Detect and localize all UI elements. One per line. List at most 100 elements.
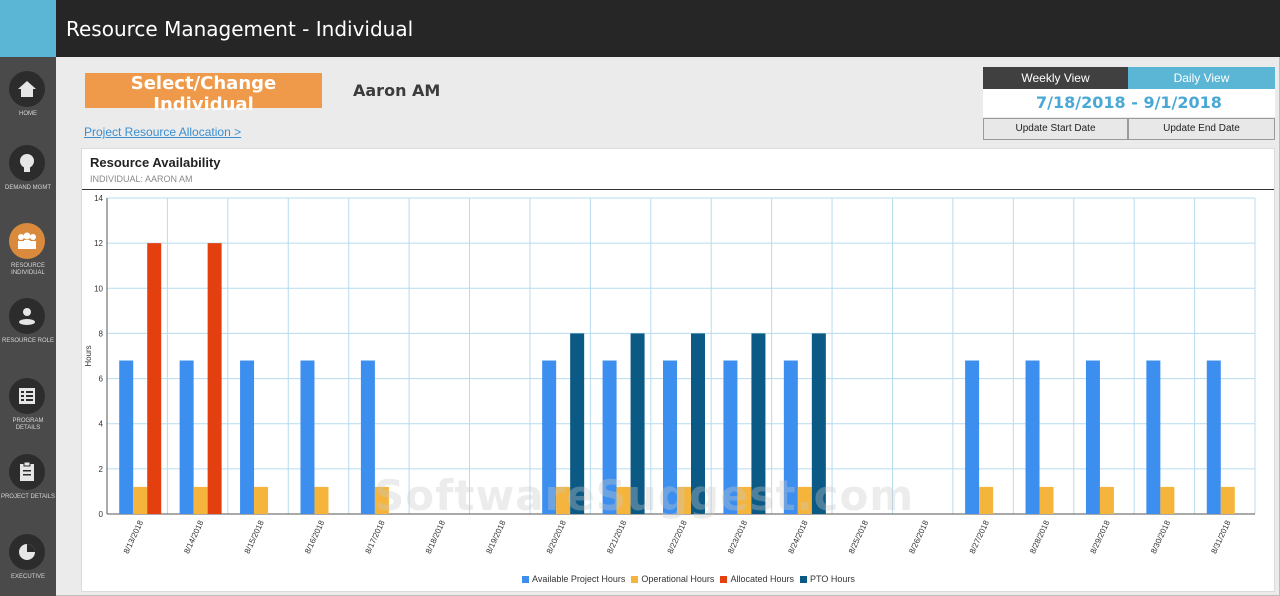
bar-available-project-hours [119,360,134,514]
bar-operational-hours [556,486,571,514]
bar-available-project-hours [240,360,255,514]
x-tick-label: 8/26/2018 [907,519,930,556]
chart-legend: Available Project Hours Operational Hour… [522,574,855,584]
view-selector: Weekly View Daily View 7/18/2018 - 9/1/2… [983,67,1275,140]
sidebar-item-label: HOME [19,111,37,117]
x-tick-label: 8/29/2018 [1089,519,1112,556]
sidebar: HOME DEMAND MGMT RESOURCE INDIVIDUAL RES… [0,57,56,596]
bar-operational-hours [797,486,812,514]
legend-item: Operational Hours [631,574,714,584]
sidebar-item-label: DEMAND MGMT [5,185,51,191]
x-tick-label: 8/13/2018 [122,519,145,556]
sidebar-item-program-details[interactable]: PROGRAM DETAILS [0,378,56,438]
tab-weekly-view[interactable]: Weekly View [983,67,1128,89]
bar-pto-hours [570,333,585,514]
bar-operational-hours [677,486,691,514]
y-tick-label: 0 [99,510,104,519]
bar-operational-hours [374,486,389,514]
bar-available-project-hours [300,360,315,514]
x-tick-label: 8/16/2018 [303,519,326,556]
y-tick-label: 8 [99,329,104,338]
bar-available-project-hours [783,360,798,514]
legend-item: Allocated Hours [720,574,794,584]
project-resource-allocation-link[interactable]: Project Resource Allocation > [84,125,242,139]
people-icon [9,223,45,259]
bar-operational-hours [193,486,208,514]
bar-pto-hours [630,333,645,514]
x-tick-label: 8/25/2018 [847,519,870,556]
lightbulb-icon [9,145,45,181]
x-tick-label: 8/14/2018 [182,519,205,556]
sidebar-item-resource-role[interactable]: RESOURCE ROLE [0,298,56,358]
bar-operational-hours [737,486,752,514]
card-title: Resource Availability [90,155,221,170]
list-icon [9,378,45,414]
home-icon [9,71,45,107]
legend-label: PTO Hours [809,574,855,584]
bar-available-project-hours [663,360,677,514]
sidebar-item-label: RESOURCE INDIVIDUAL [10,263,45,276]
bar-pto-hours [811,333,826,514]
bar-pto-hours [691,333,705,514]
bar-allocated-hours [207,243,222,514]
x-tick-label: 8/30/2018 [1149,519,1172,556]
individual-name: Aaron AM [353,81,441,100]
x-tick-label: 8/17/2018 [364,519,387,556]
bar-operational-hours [979,486,994,514]
x-tick-label: 8/15/2018 [243,519,266,556]
legend-label: Operational Hours [641,574,715,584]
date-range: 7/18/2018 - 9/1/2018 [983,89,1275,117]
y-tick-label: 4 [99,420,104,429]
bar-operational-hours [1099,486,1114,514]
x-tick-label: 8/21/2018 [605,519,628,556]
x-tick-label: 8/31/2018 [1209,519,1232,556]
bar-operational-hours [133,486,148,514]
sidebar-item-resource-individual[interactable]: RESOURCE INDIVIDUAL [0,223,56,283]
availability-chart: 0 2 4 6 8 10 12 14 Hours 8/13/2018 8/14/2018 8/15/2… [84,194,1256,556]
y-tick-label: 12 [94,239,103,248]
update-start-date-button[interactable]: Update Start Date [983,118,1128,140]
sidebar-item-label: EXECUTIVE [10,574,45,580]
sidebar-item-project-details[interactable]: PROJECT DETAILS [0,454,56,514]
divider [82,189,1274,190]
x-tick-label: 8/27/2018 [968,519,991,556]
pie-chart-icon [9,534,45,570]
bar-available-project-hours [1146,360,1161,514]
app-logo[interactable] [0,0,56,57]
update-end-date-button[interactable]: Update End Date [1128,118,1275,140]
sidebar-item-demand-mgmt[interactable]: DEMAND MGMT [0,145,56,205]
bar-available-project-hours [965,360,980,514]
x-tick-label: 8/19/2018 [484,519,507,556]
legend-item: PTO Hours [799,574,855,584]
x-tick-label: 8/22/2018 [666,519,689,556]
bar-operational-hours [254,486,269,514]
x-tick-label: 8/28/2018 [1028,519,1051,556]
x-tick-label: 8/18/2018 [424,519,447,556]
x-tick-label: 8/20/2018 [545,519,568,556]
x-tick-label: 8/23/2018 [726,519,749,556]
bar-operational-hours [616,486,631,514]
y-tick-label: 6 [99,375,104,384]
tab-daily-view[interactable]: Daily View [1128,67,1275,89]
bar-available-project-hours [1025,360,1040,514]
sidebar-item-label: PROGRAM DETAILS [12,418,44,431]
bar-operational-hours [314,486,329,514]
legend-item: Available Project Hours [522,574,625,584]
y-axis-label: Hours [84,345,93,366]
legend-swatch [720,575,728,583]
bar-available-project-hours [602,360,617,514]
top-bar: Resource Management - Individual [0,0,1280,57]
y-tick-label: 14 [94,194,103,203]
bar-pto-hours [751,333,766,514]
x-tick-label: 8/24/2018 [786,519,809,556]
sidebar-item-home[interactable]: HOME [0,71,56,131]
resource-availability-card: Resource Availability INDIVIDUAL: AARON … [81,148,1275,592]
bar-allocated-hours [147,243,162,514]
legend-swatch [522,575,529,583]
bar-operational-hours [1160,486,1175,514]
sidebar-item-executive[interactable]: EXECUTIVE [0,534,56,594]
legend-label: Available Project Hours [532,574,626,584]
select-individual-button[interactable]: Select/Change Individual [85,73,322,115]
y-tick-label: 2 [99,465,104,474]
page-title: Resource Management - Individual [66,17,414,41]
